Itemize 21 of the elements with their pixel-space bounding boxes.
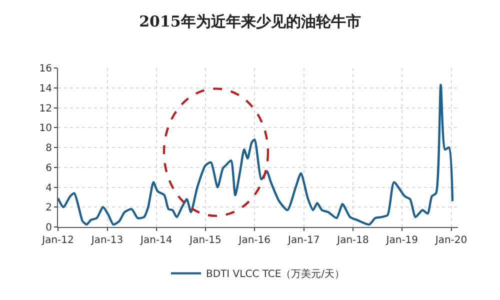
y-tick-label: 16: [39, 64, 52, 74]
x-tick-label: Jan-20: [434, 235, 468, 246]
x-tick-label: Jan-12: [41, 235, 74, 246]
x-tick-label: Jan-18: [336, 235, 369, 246]
chart-title: 2015年为近年来少见的油轮牛市: [139, 12, 361, 30]
y-tick-label: 0: [46, 222, 52, 234]
legend-label: BDTI VLCC TCE（万美元/天）: [206, 268, 345, 280]
y-tick-label: 8: [46, 143, 52, 154]
x-tick-label: Jan-15: [188, 235, 222, 246]
y-tick-label: 2: [46, 202, 52, 214]
x-tick-label: Jan-19: [385, 235, 418, 246]
x-tick-label: Jan-13: [90, 235, 124, 246]
y-tick-label: 10: [39, 123, 52, 134]
x-tick-label: Jan-14: [140, 235, 172, 246]
y-tick-label: 14: [39, 83, 52, 94]
line-series: [58, 84, 454, 226]
y-tick-label: 4: [46, 182, 52, 194]
x-tick-label: Jan-16: [238, 235, 271, 246]
x-tick-label: Jan-17: [287, 235, 320, 246]
y-tick-label: 6: [46, 162, 52, 174]
y-tick-label: 12: [39, 103, 52, 114]
